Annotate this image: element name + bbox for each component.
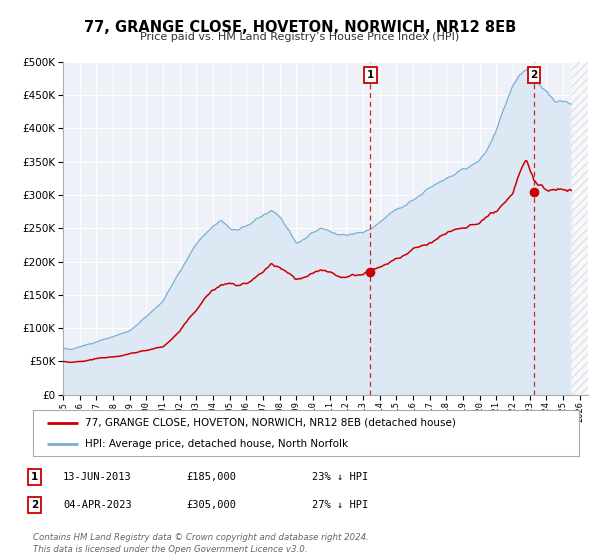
Text: 13-JUN-2013: 13-JUN-2013 [63,472,132,482]
Text: 77, GRANGE CLOSE, HOVETON, NORWICH, NR12 8EB (detached house): 77, GRANGE CLOSE, HOVETON, NORWICH, NR12… [85,418,456,428]
Text: 77, GRANGE CLOSE, HOVETON, NORWICH, NR12 8EB: 77, GRANGE CLOSE, HOVETON, NORWICH, NR12… [84,20,516,35]
Bar [571,62,588,395]
Text: Price paid vs. HM Land Registry’s House Price Index (HPI): Price paid vs. HM Land Registry’s House … [140,32,460,43]
Text: 27% ↓ HPI: 27% ↓ HPI [312,500,368,510]
Text: 2: 2 [530,70,538,80]
Text: HPI: Average price, detached house, North Norfolk: HPI: Average price, detached house, Nort… [85,439,348,449]
Text: 1: 1 [31,472,38,482]
Text: 23% ↓ HPI: 23% ↓ HPI [312,472,368,482]
Text: Contains HM Land Registry data © Crown copyright and database right 2024.: Contains HM Land Registry data © Crown c… [33,533,369,542]
Text: 04-APR-2023: 04-APR-2023 [63,500,132,510]
Text: £185,000: £185,000 [186,472,236,482]
Text: 2: 2 [31,500,38,510]
Text: £305,000: £305,000 [186,500,236,510]
Text: 1: 1 [367,70,374,80]
Text: This data is licensed under the Open Government Licence v3.0.: This data is licensed under the Open Gov… [33,545,308,554]
